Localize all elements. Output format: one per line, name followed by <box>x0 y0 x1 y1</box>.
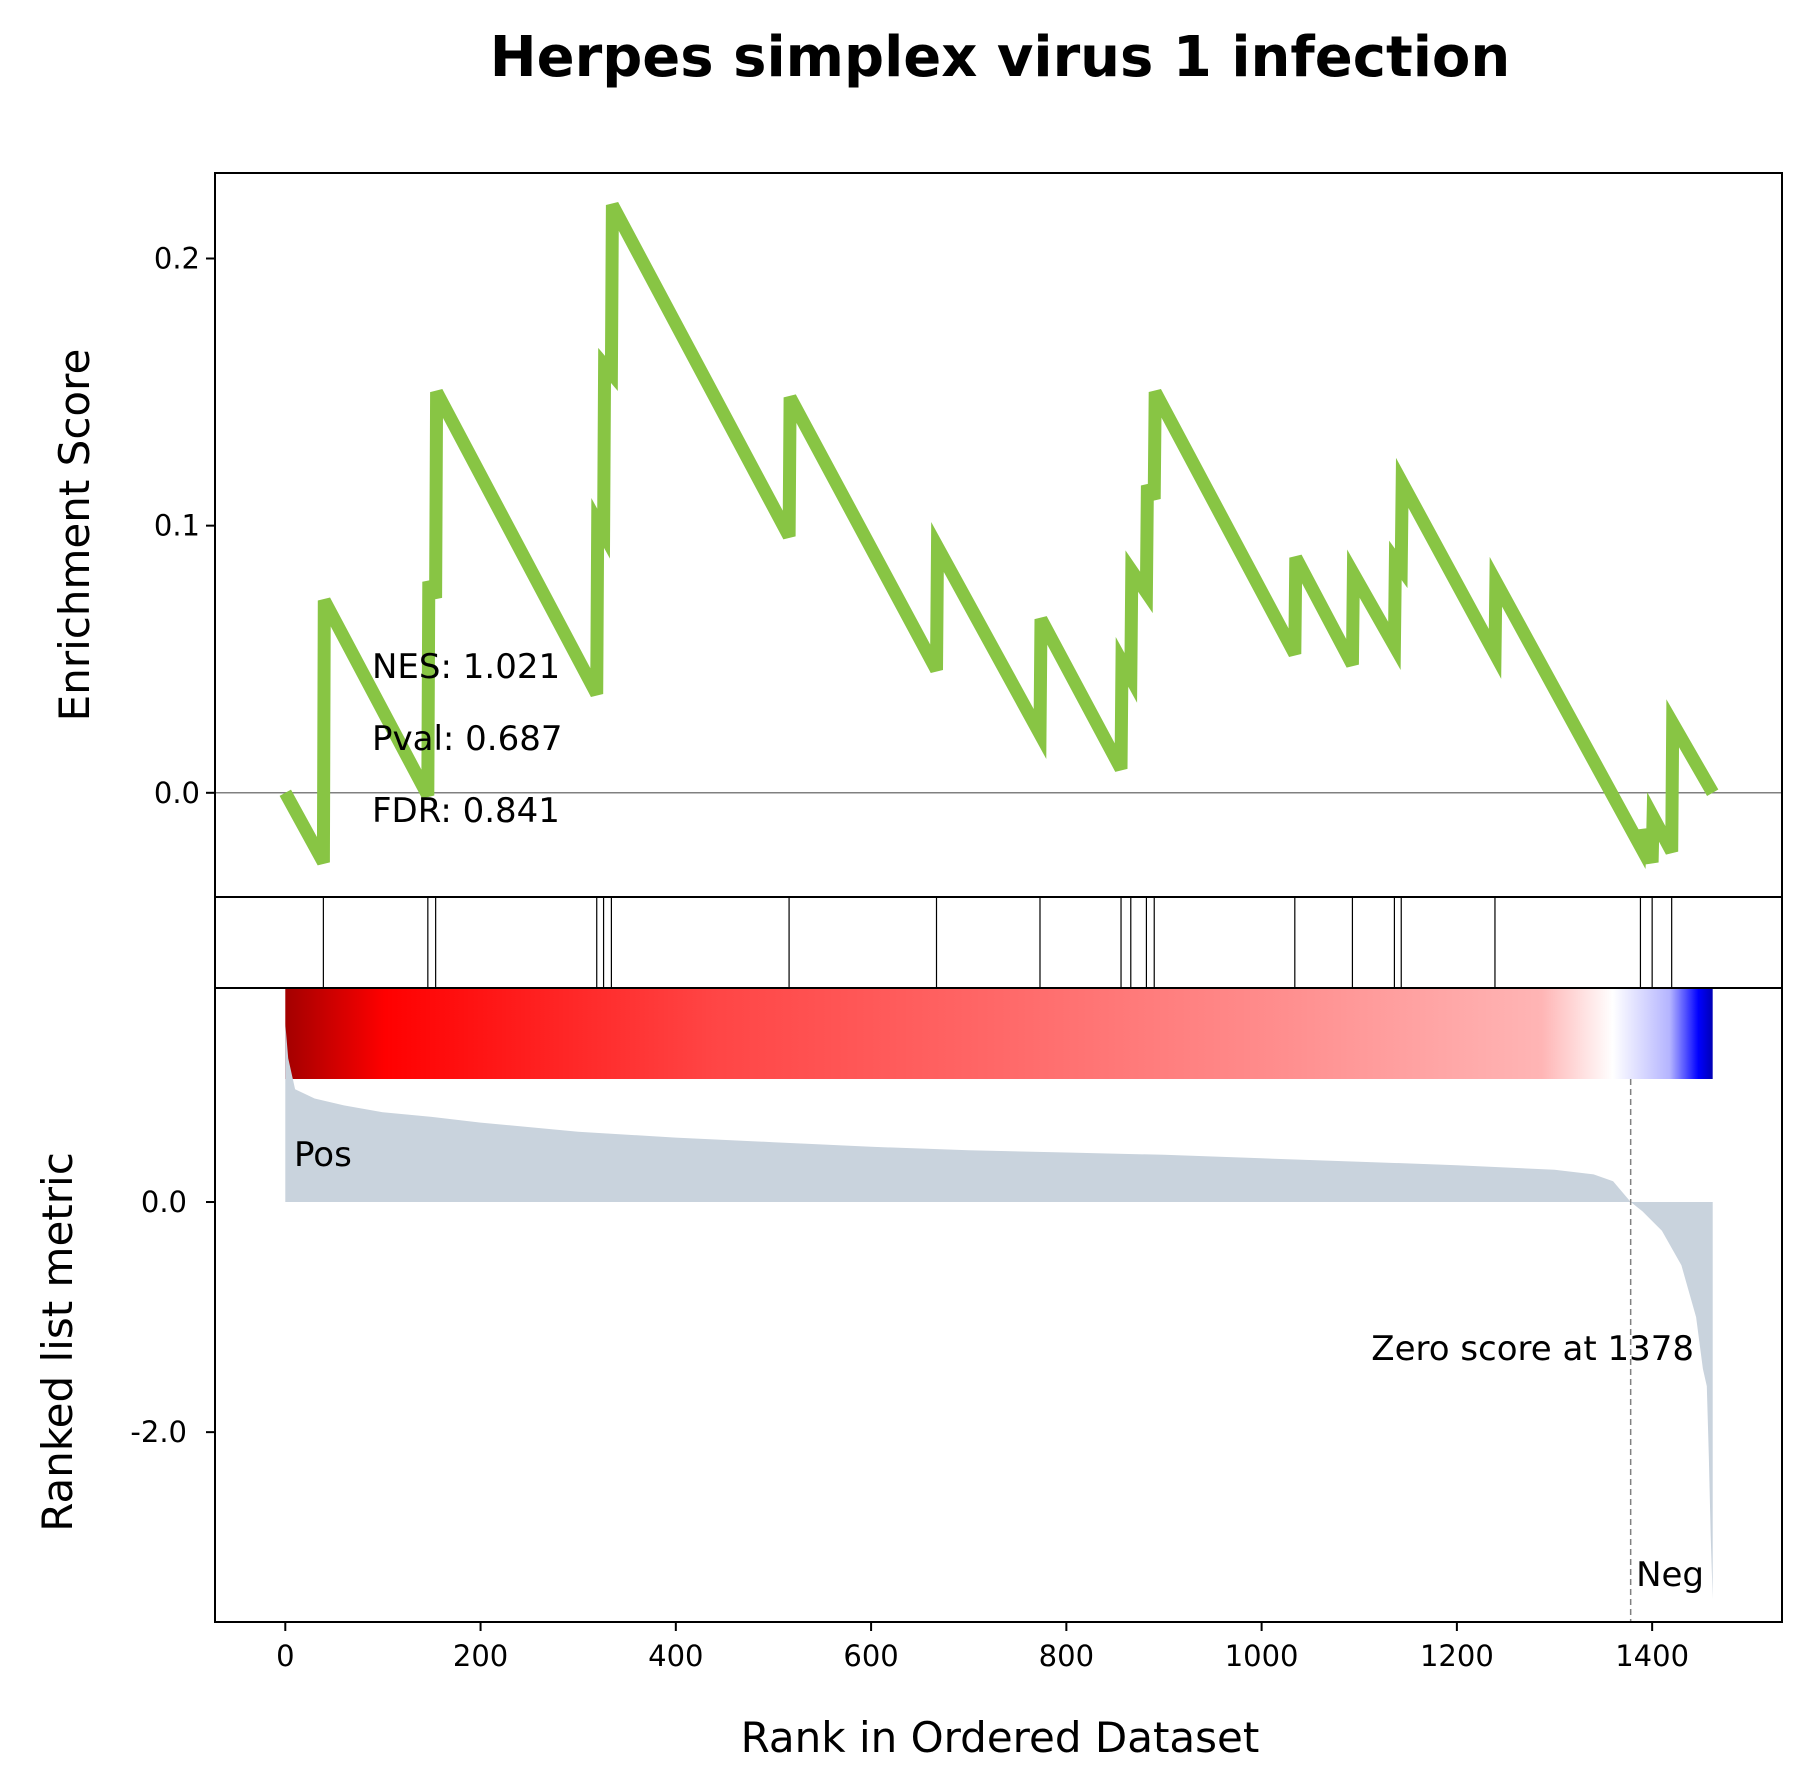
x-tick-label: 1000 <box>1225 1639 1299 1673</box>
enrichment-y-ticks: 0.0 0.1 0.2 <box>154 241 215 810</box>
nes-label: NES: 1.021 <box>372 647 560 687</box>
metric-heatmap <box>285 988 1713 1079</box>
x-tick-label: 600 <box>843 1639 898 1673</box>
hits-frame <box>214 896 1783 989</box>
enrichment-line <box>279 202 1719 870</box>
neg-label: Neg <box>1636 1555 1704 1595</box>
x-tick-label: 1200 <box>1420 1639 1494 1673</box>
enrichment-y-tick-label: 0.2 <box>154 241 200 275</box>
x-tick-label: 1400 <box>1615 1639 1689 1673</box>
ranked-panel: 0.0 -2.0 Pos Neg Zero score at 1378 Ranke… <box>33 987 1783 1623</box>
x-tick-label: 0 <box>276 1639 294 1673</box>
enrichment-line-group <box>279 202 1719 870</box>
ranked-y-tick-label: 0.0 <box>141 1185 187 1219</box>
ranked-metric-area <box>285 1023 1713 1599</box>
enrichment-panel: 0.0 0.1 0.2 NES: 1.021 Pval: 0.687 FDR: 0.… <box>50 172 1783 898</box>
fdr-label: FDR: 0.841 <box>372 791 560 831</box>
hits-panel <box>214 896 1783 989</box>
enrichment-y-tick-label: 0.0 <box>154 776 200 810</box>
x-axis-label: Rank in Ordered Dataset <box>741 1713 1260 1762</box>
hit-markers <box>322 897 1673 988</box>
ranked-y-tick-label: -2.0 <box>130 1415 187 1449</box>
x-tick-label: 800 <box>1039 1639 1094 1673</box>
ranked-frame <box>214 987 1783 1623</box>
enrichment-frame <box>214 172 1783 898</box>
pos-label: Pos <box>294 1135 352 1175</box>
x-tick-label: 200 <box>453 1639 508 1673</box>
ranked-y-label: Ranked list metric <box>33 1152 82 1532</box>
enrichment-y-label: Enrichment Score <box>50 349 99 722</box>
chart-title: Herpes simplex virus 1 infection <box>490 25 1511 90</box>
zero-score-label: Zero score at 1378 <box>1371 1329 1694 1369</box>
ranked-y-ticks: 0.0 -2.0 <box>130 1185 215 1449</box>
x-tick-label: 400 <box>648 1639 703 1673</box>
x-axis-ticks: 0 200 400 600 800 1000 1200 1400 <box>276 1622 1689 1673</box>
pval-label: Pval: 0.687 <box>372 719 563 759</box>
enrichment-y-tick-label: 0.1 <box>154 509 200 543</box>
